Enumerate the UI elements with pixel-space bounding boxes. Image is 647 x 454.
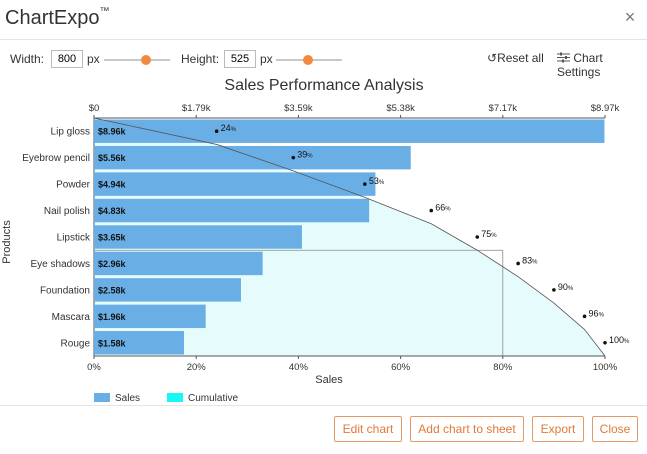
bar-lipstick (94, 225, 302, 249)
trademark: ™ (99, 6, 110, 18)
cumulative-point (291, 155, 296, 160)
cumulative-point (363, 182, 367, 186)
top-axis-tick-label: $3.59k (284, 103, 313, 114)
cumulative-point (475, 235, 480, 239)
x-axis-title: Sales (315, 374, 343, 386)
cumulative-label: 75% (481, 229, 497, 239)
bar-value-label: $5.56k (98, 153, 127, 163)
height-slider[interactable] (276, 55, 342, 65)
height-slider-knob[interactable] (303, 55, 313, 65)
pareto-chart: Sales Performance Analysis Products Sale… (1, 77, 630, 404)
export-button[interactable]: Export (532, 416, 584, 442)
close-button[interactable]: Close (592, 416, 638, 442)
category-label: Eye shadows (31, 259, 90, 270)
cumulative-label: 24% (221, 123, 237, 133)
title-bar: ChartExpo™ × (0, 0, 647, 40)
cumulative-label: 96% (589, 308, 605, 318)
legend-label-cumulative: Cumulative (188, 393, 238, 404)
bottom-axis-tick-label: 100% (593, 362, 618, 373)
cumulative-label: 90% (558, 282, 574, 292)
height-label: Height: (181, 52, 220, 66)
cumulative-label: 39% (297, 150, 313, 160)
height-input[interactable]: 525 (224, 50, 256, 68)
width-slider[interactable] (104, 55, 170, 65)
category-label: Lip gloss (51, 127, 90, 138)
category-label: Nail polish (44, 206, 90, 217)
settings-sliders-icon (557, 52, 570, 63)
bar-value-label: $3.65k (98, 233, 127, 243)
reset-icon: ↺ (487, 51, 498, 65)
chart-plot-area: $8.96k Lip gloss $5.56k Eyebrow pencil $4.94… (22, 103, 630, 373)
bar-eyebrow-pencil (94, 145, 411, 170)
width-slider-knob[interactable] (141, 55, 151, 65)
cumulative-label: 66% (435, 203, 451, 213)
bar-value-label: $1.58k (98, 338, 127, 348)
width-input[interactable]: 800 (51, 50, 83, 68)
cumulative-label: 53% (369, 176, 385, 186)
top-axis-tick-label: $7.17k (489, 103, 518, 114)
top-axis-tick-label: $1.79k (182, 103, 211, 114)
bottom-axis-tick-label: 40% (289, 362, 309, 373)
cumulative-point (214, 129, 219, 134)
cumulative-label: 100% (609, 335, 630, 345)
category-label: Mascara (52, 312, 91, 323)
category-label: Eyebrow pencil (22, 153, 90, 164)
cumulative-point (429, 208, 434, 213)
footer: Edit chart Add chart to sheet Export Clo… (0, 405, 647, 454)
bottom-axis-tick-label: 80% (493, 362, 513, 373)
width-label: Width: (10, 52, 45, 66)
bar-value-label: $1.96k (98, 312, 127, 322)
cumulative-point (516, 261, 520, 266)
toolbar: Width: 800 px Height: 525 px ↺Reset all … (0, 46, 647, 79)
bar-powder (94, 172, 376, 196)
chart-settings-button[interactable]: Chart Settings (557, 51, 647, 79)
cumulative-point (603, 340, 607, 345)
width-unit: px (87, 52, 100, 66)
bar-eye-shadows (94, 251, 263, 276)
category-label: Powder (56, 180, 91, 191)
bar-value-label: $4.83k (98, 206, 127, 216)
category-label: Rouge (61, 338, 91, 349)
close-icon[interactable]: × (624, 7, 636, 27)
reset-all-button[interactable]: ↺Reset all (487, 51, 544, 65)
bar-value-label: $4.94k (98, 180, 127, 190)
bar-nail-polish (94, 198, 370, 223)
bar-value-label: $2.96k (98, 259, 127, 269)
cumulative-line (93, 117, 606, 357)
legend-label-sales: Sales (115, 393, 140, 404)
app-title: ChartExpo™ (5, 6, 110, 29)
top-axis-tick-label: $0 (89, 103, 100, 114)
bottom-axis-tick-label: 60% (391, 362, 411, 373)
legend-swatch-cumulative (167, 393, 183, 402)
height-unit: px (260, 52, 273, 66)
reset-all-label: Reset all (497, 51, 544, 65)
bar-mascara (94, 304, 206, 329)
edit-chart-button[interactable]: Edit chart (334, 416, 402, 442)
bottom-axis-tick-label: 0% (87, 362, 101, 373)
bar-value-label: $2.58k (98, 285, 127, 295)
chart-settings-label: Chart Settings (557, 51, 603, 79)
y-axis-title: Products (1, 220, 13, 264)
bottom-axis-tick-label: 20% (187, 362, 207, 373)
chart-title: Sales Performance Analysis (224, 77, 423, 94)
bar-rouge (94, 331, 185, 355)
cumulative-label: 83% (522, 255, 538, 265)
top-axis-tick-label: $8.97k (591, 103, 620, 114)
bar-foundation (94, 278, 241, 302)
legend: Sales Cumulative (94, 393, 238, 404)
category-label: Lipstick (57, 233, 91, 244)
cumulative-point (552, 288, 556, 292)
add-chart-to-sheet-button[interactable]: Add chart to sheet (410, 416, 524, 442)
legend-swatch-sales (94, 393, 110, 402)
cumulative-point (582, 314, 587, 319)
bar-lip-gloss (94, 119, 605, 143)
category-label: Foundation (40, 285, 90, 296)
top-axis-tick-label: $5.38k (386, 103, 415, 114)
bar-value-label: $8.96k (98, 127, 127, 137)
